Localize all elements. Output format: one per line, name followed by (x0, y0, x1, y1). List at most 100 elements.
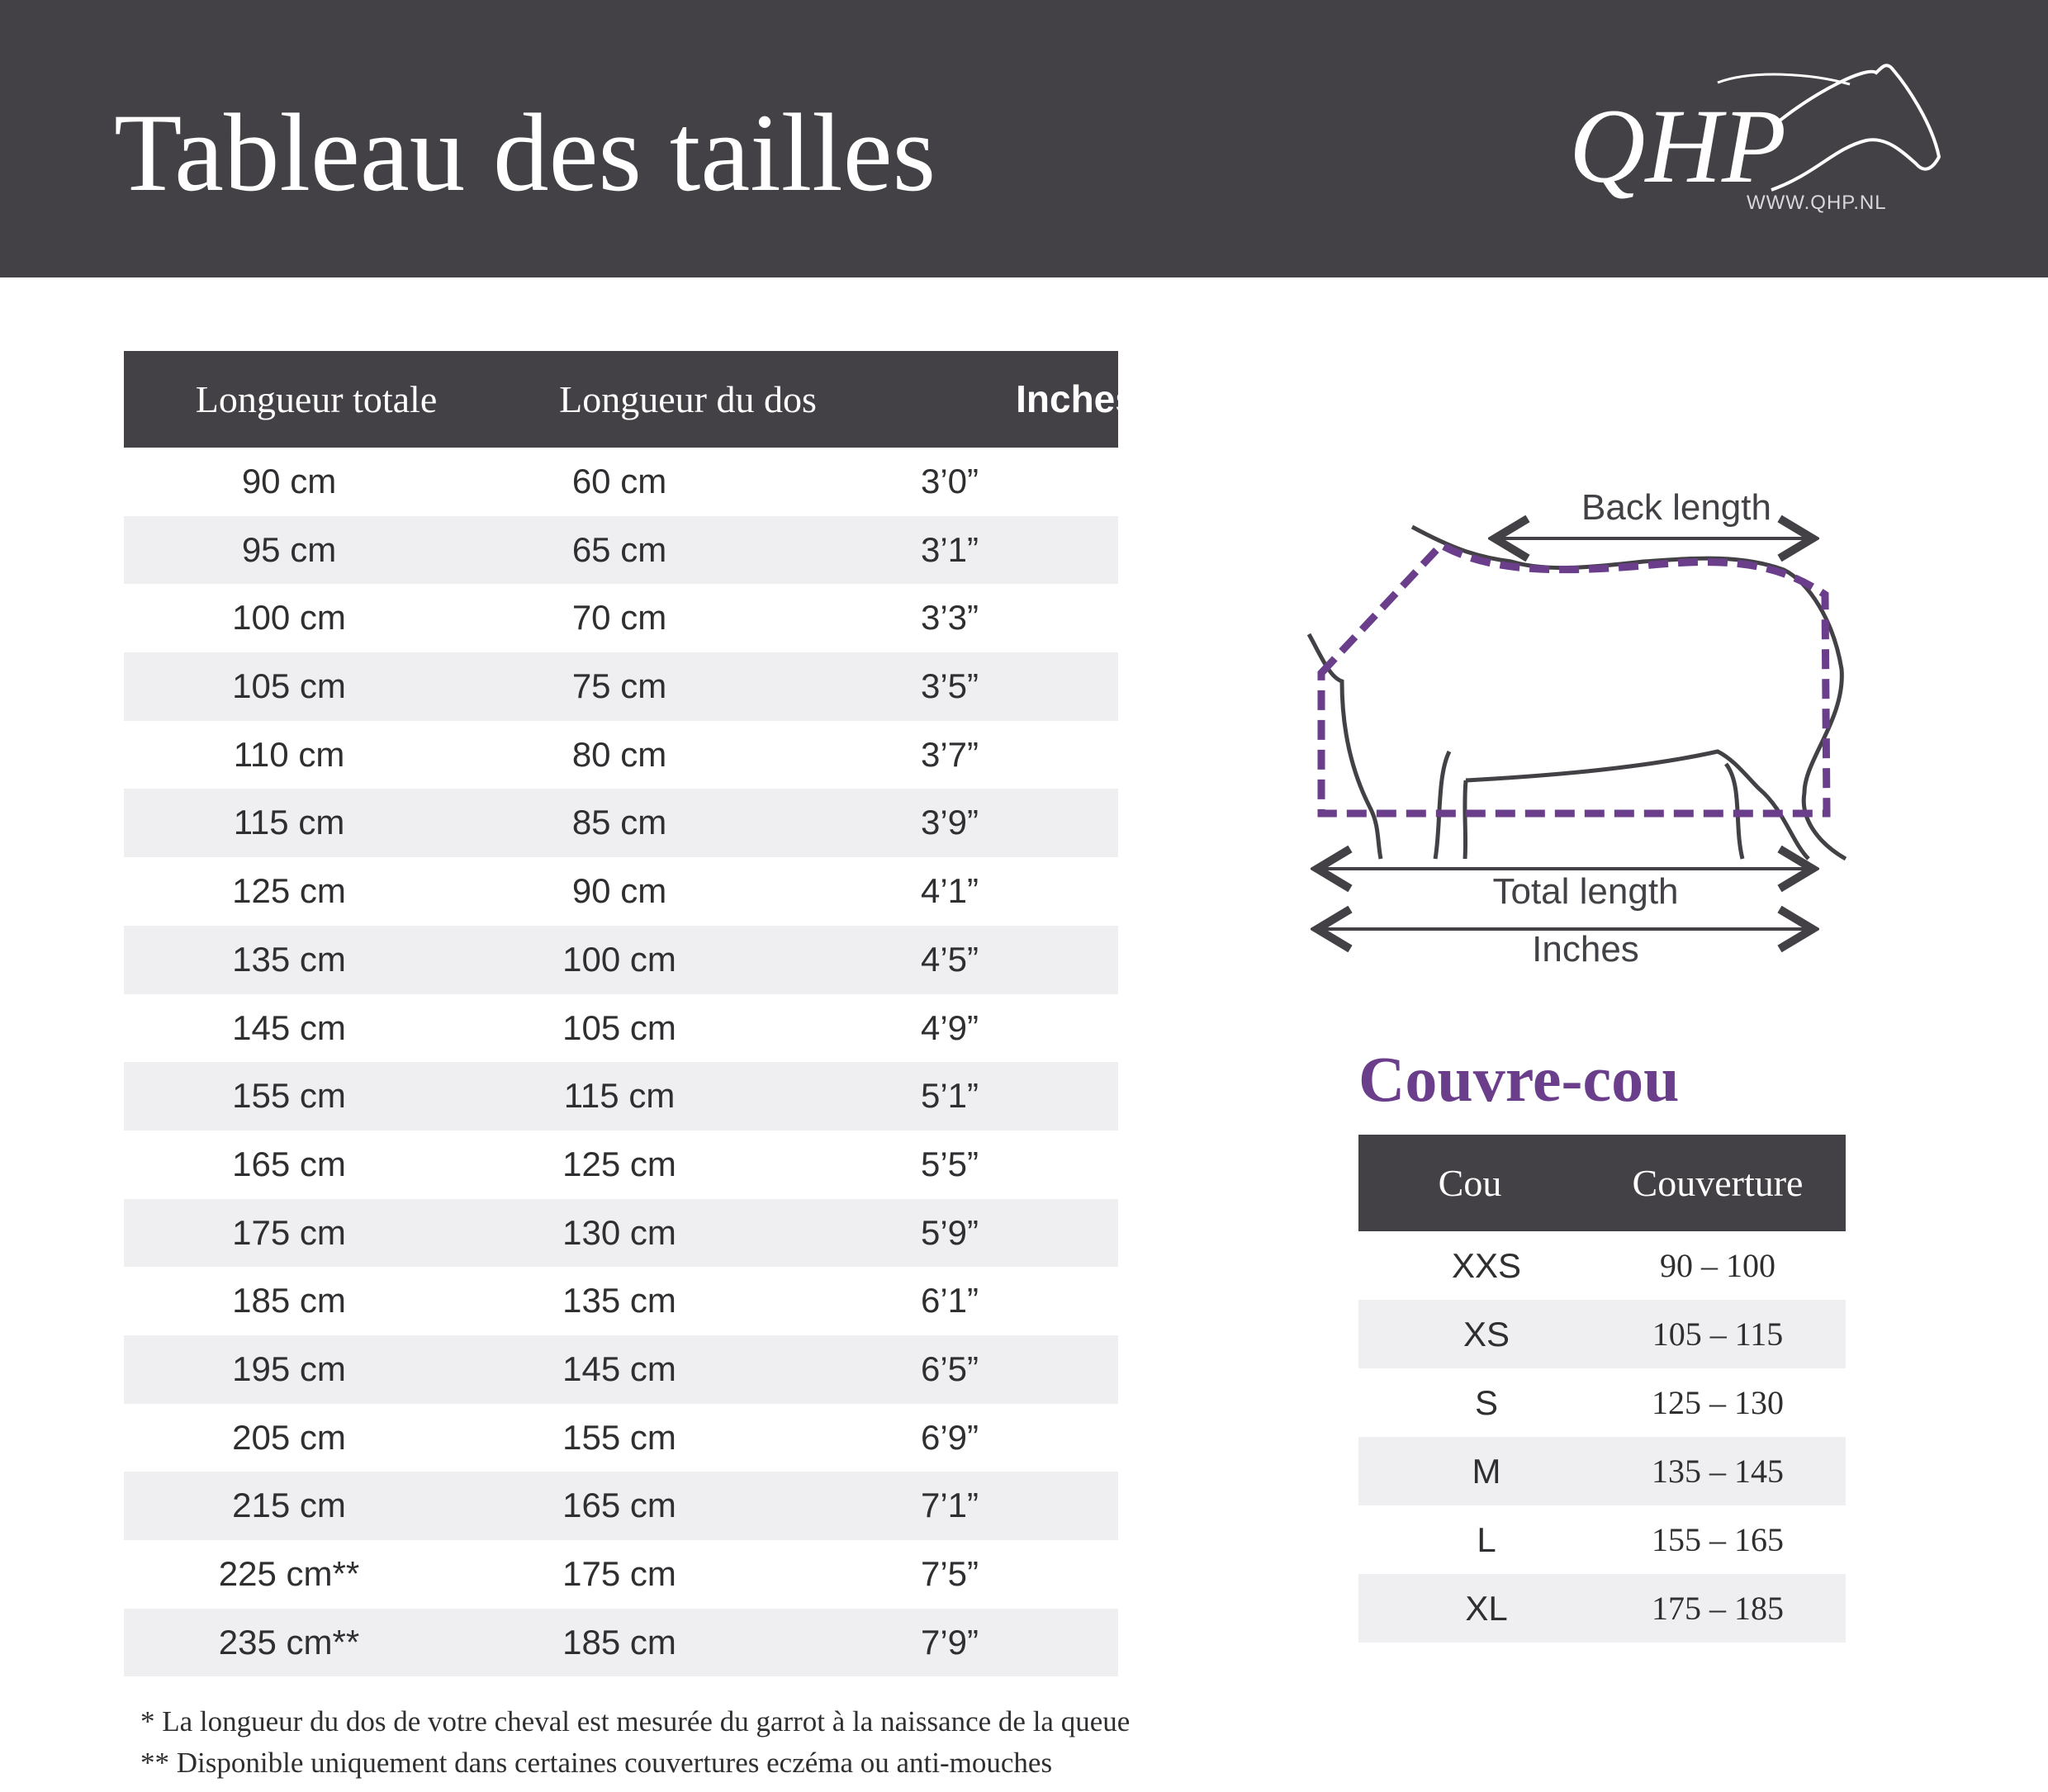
size-table: Longueur totale Longueur du dos Inches 9… (124, 351, 1136, 1677)
cover-size-cell: 135 – 145 (1652, 1453, 1784, 1490)
back-length-cell: 105 cm (562, 1007, 676, 1047)
inches-cell: 7’1” (920, 1486, 979, 1525)
total-length-cell: 175 cm (232, 1212, 346, 1252)
total-length-cell: 185 cm (232, 1281, 346, 1320)
neck-size-cell: L (1477, 1520, 1496, 1559)
table-row: 135 cm 100 cm 4’5” (124, 925, 1118, 994)
table-row: 125 cm 90 cm 4’1” (124, 857, 1118, 926)
total-length-cell: 115 cm (233, 803, 345, 842)
total-length-cell: 90 cm (241, 462, 337, 500)
total-length-cell: 205 cm (232, 1417, 346, 1457)
neck-size-cell: M (1472, 1452, 1501, 1491)
back-length-cell: 135 cm (562, 1281, 676, 1320)
inches-cell: 4’9” (920, 1007, 979, 1047)
inches-cell: 3’7” (920, 734, 979, 774)
back-length-cell: 100 cm (562, 939, 676, 979)
table-row: 175 cm 130 cm 5’9” (124, 1198, 1118, 1268)
table-row: 95 cm 65 cm 3’1” (124, 515, 1118, 585)
inches-cell: 3’9” (920, 803, 979, 842)
header-banner: Tableau des tailles QHP WWW.QHP.NL (0, 0, 2048, 277)
inches-cell: 6’5” (920, 1349, 979, 1388)
total-length-cell: 215 cm (232, 1486, 346, 1525)
inches-cell: 5’1” (920, 1076, 979, 1116)
back-length-cell: 70 cm (571, 598, 667, 638)
back-length-label: Back length (1581, 487, 1771, 528)
total-length-cell: 155 cm (232, 1076, 346, 1116)
total-length-cell: 165 cm (232, 1144, 346, 1183)
table-row: 110 cm 80 cm 3’7” (124, 721, 1118, 789)
total-length-cell: 135 cm (232, 939, 346, 979)
total-length-cell: 125 cm (232, 871, 346, 911)
total-length-cell: 235 cm** (218, 1622, 360, 1662)
table-row: 205 cm 155 cm 6’9” (124, 1404, 1118, 1472)
inches-cell: 4’5” (920, 939, 979, 979)
neck-size-cell: XL (1465, 1589, 1508, 1628)
footnote-1: * La longueur du dos de votre cheval est… (140, 1705, 1131, 1737)
back-length-cell: 90 cm (571, 871, 667, 911)
table-row: 215 cm 165 cm 7’1” (124, 1472, 1118, 1540)
inches-cell: 6’1” (920, 1281, 979, 1320)
column-header-total-length: Longueur totale (195, 378, 438, 420)
table-row: S 125 – 130 (1358, 1368, 1846, 1437)
back-length-cell: 175 cm (562, 1554, 676, 1593)
inches-cell: 4’1” (920, 871, 979, 911)
table-row: L 155 – 165 (1358, 1505, 1846, 1574)
cover-size-cell: 105 – 115 (1652, 1316, 1784, 1353)
table-row: 100 cm 70 cm 3’3” (124, 584, 1118, 652)
total-length-cell: 110 cm (233, 734, 345, 774)
back-length-cell: 185 cm (562, 1622, 676, 1662)
horse-blanket-outline-icon (1306, 479, 1847, 983)
back-length-cell: 80 cm (571, 734, 667, 774)
neck-size-cell: S (1474, 1383, 1498, 1422)
inches-cell: 3’0” (920, 462, 979, 500)
table-row: 195 cm 145 cm 6’5” (124, 1335, 1118, 1404)
total-length-cell: 145 cm (232, 1007, 346, 1047)
total-length-cell: 105 cm (232, 666, 346, 706)
inches-cell: 5’9” (920, 1212, 979, 1252)
logo-url: WWW.QHP.NL (1747, 192, 1887, 214)
logo-text: QHP (1569, 88, 1786, 205)
table-row: 115 cm 85 cm 3’9” (124, 789, 1118, 858)
inches-cell: 6’9” (920, 1417, 979, 1457)
total-length-cell: 225 cm** (218, 1554, 360, 1593)
inches-cell: 3’5” (920, 666, 979, 706)
back-length-cell: 155 cm (562, 1417, 676, 1457)
inches-cell: 3’1” (920, 529, 979, 569)
column-header-inches: Inches (1016, 377, 1136, 420)
page-title: Tableau des tailles (114, 92, 936, 215)
size-table-header: Longueur totale Longueur du dos Inches (124, 351, 1136, 448)
cover-size-cell: 155 – 165 (1652, 1521, 1784, 1558)
back-length-cell: 115 cm (563, 1076, 676, 1116)
column-header-neck: Cou (1438, 1162, 1502, 1204)
inches-cell: 3’3” (920, 598, 979, 638)
table-row: 90 cm 60 cm 3’0” (124, 448, 1118, 516)
footnote-2: ** Disponible uniquement dans certaines … (140, 1747, 1053, 1779)
back-length-cell: 60 cm (571, 462, 667, 500)
footnotes: * La longueur du dos de votre cheval est… (140, 1701, 1130, 1784)
table-row: 225 cm** 175 cm 7’5” (124, 1540, 1118, 1609)
horse-measurement-diagram: Back length Total length Inches (1297, 479, 1875, 983)
table-row: M 135 – 145 (1358, 1437, 1846, 1505)
cover-size-cell: 90 – 100 (1660, 1247, 1775, 1284)
column-header-cover: Couverture (1632, 1162, 1804, 1204)
back-length-cell: 165 cm (562, 1486, 676, 1525)
table-row: XXS 90 – 100 (1358, 1231, 1846, 1300)
qhp-logo-icon: QHP (1569, 64, 1941, 205)
total-length-cell: 100 cm (232, 598, 346, 638)
table-row: 185 cm 135 cm 6’1” (124, 1267, 1118, 1335)
inches-cell: 5’5” (920, 1144, 979, 1183)
total-length-cell: 95 cm (241, 529, 337, 569)
table-row: 235 cm** 185 cm 7’9” (124, 1608, 1118, 1677)
back-length-cell: 130 cm (562, 1212, 676, 1252)
inches-cell: 7’9” (920, 1622, 979, 1662)
neck-size-cell: XS (1463, 1315, 1510, 1353)
inches-label: Inches (1532, 929, 1639, 969)
column-header-back-length: Longueur du dos (559, 378, 817, 420)
neck-cover-table: Cou Couverture XXS 90 – 100 XS 105 – 115 S 12… (1358, 1135, 1846, 1643)
table-row: 105 cm 75 cm 3’5” (124, 652, 1118, 721)
neck-size-cell: XXS (1451, 1246, 1522, 1285)
total-length-cell: 195 cm (232, 1349, 346, 1388)
neck-cover-title: Couvre-cou (1358, 1043, 1680, 1115)
back-length-cell: 75 cm (571, 666, 667, 706)
cover-size-cell: 175 – 185 (1652, 1590, 1784, 1627)
